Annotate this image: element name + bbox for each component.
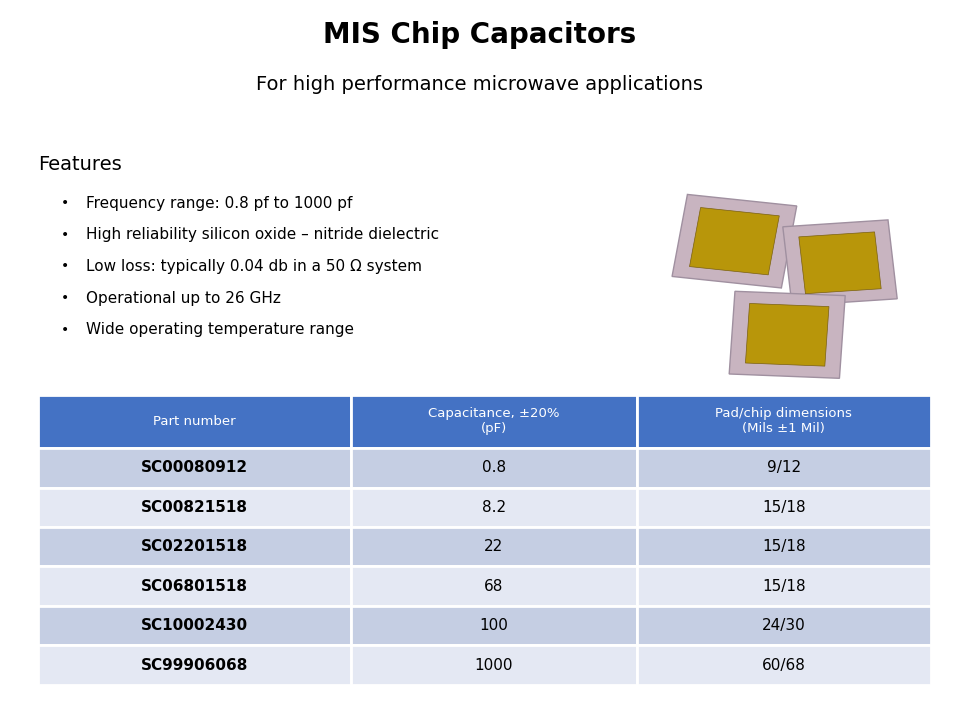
- FancyBboxPatch shape: [38, 527, 350, 567]
- FancyBboxPatch shape: [636, 606, 931, 645]
- Text: SC99906068: SC99906068: [141, 657, 249, 672]
- Text: For high performance microwave applications: For high performance microwave applicati…: [256, 76, 704, 94]
- FancyBboxPatch shape: [38, 449, 350, 487]
- FancyBboxPatch shape: [636, 567, 931, 606]
- Text: •: •: [61, 228, 69, 242]
- Text: 15/18: 15/18: [762, 579, 805, 594]
- Text: Part number: Part number: [154, 415, 236, 428]
- FancyBboxPatch shape: [636, 395, 931, 449]
- Text: SC00080912: SC00080912: [141, 461, 249, 475]
- Text: •: •: [61, 291, 69, 305]
- Text: 15/18: 15/18: [762, 539, 805, 554]
- Text: SC10002430: SC10002430: [141, 618, 249, 633]
- FancyBboxPatch shape: [38, 567, 350, 606]
- Text: Frequency range: 0.8 pf to 1000 pf: Frequency range: 0.8 pf to 1000 pf: [86, 196, 352, 210]
- FancyBboxPatch shape: [350, 449, 636, 487]
- Text: 15/18: 15/18: [762, 500, 805, 515]
- Text: High reliability silicon oxide – nitride dielectric: High reliability silicon oxide – nitride…: [86, 228, 440, 242]
- Text: •: •: [61, 323, 69, 337]
- FancyBboxPatch shape: [636, 645, 931, 685]
- Text: Operational up to 26 GHz: Operational up to 26 GHz: [86, 291, 281, 305]
- Polygon shape: [782, 220, 898, 306]
- Polygon shape: [689, 207, 780, 275]
- FancyBboxPatch shape: [38, 395, 350, 449]
- Text: 9/12: 9/12: [767, 461, 801, 475]
- Polygon shape: [745, 303, 829, 366]
- FancyBboxPatch shape: [350, 567, 636, 606]
- FancyBboxPatch shape: [350, 395, 636, 449]
- Text: 100: 100: [479, 618, 508, 633]
- Text: 68: 68: [484, 579, 503, 594]
- FancyBboxPatch shape: [350, 645, 636, 685]
- FancyBboxPatch shape: [636, 449, 931, 487]
- FancyBboxPatch shape: [636, 487, 931, 527]
- Text: SC00821518: SC00821518: [141, 500, 248, 515]
- Text: •: •: [61, 259, 69, 274]
- Text: Capacitance, ±20%
(pF): Capacitance, ±20% (pF): [428, 408, 560, 436]
- FancyBboxPatch shape: [38, 487, 350, 527]
- Polygon shape: [730, 292, 845, 378]
- Text: Wide operating temperature range: Wide operating temperature range: [86, 323, 354, 337]
- Text: MIS Chip Capacitors: MIS Chip Capacitors: [324, 22, 636, 49]
- FancyBboxPatch shape: [350, 487, 636, 527]
- Text: SC06801518: SC06801518: [141, 579, 248, 594]
- Text: SC02201518: SC02201518: [141, 539, 249, 554]
- Text: 22: 22: [484, 539, 503, 554]
- Text: Pad/chip dimensions
(Mils ±1 Mil): Pad/chip dimensions (Mils ±1 Mil): [715, 408, 852, 436]
- Text: 0.8: 0.8: [482, 461, 506, 475]
- FancyBboxPatch shape: [38, 606, 350, 645]
- FancyBboxPatch shape: [636, 527, 931, 567]
- Text: Features: Features: [38, 156, 122, 174]
- FancyBboxPatch shape: [350, 527, 636, 567]
- Text: 8.2: 8.2: [482, 500, 506, 515]
- Text: Low loss: typically 0.04 db in a 50 Ω system: Low loss: typically 0.04 db in a 50 Ω sy…: [86, 259, 422, 274]
- Text: 1000: 1000: [474, 657, 513, 672]
- FancyBboxPatch shape: [350, 606, 636, 645]
- FancyBboxPatch shape: [38, 645, 350, 685]
- Text: 24/30: 24/30: [762, 618, 805, 633]
- Polygon shape: [672, 194, 797, 288]
- Polygon shape: [799, 232, 881, 294]
- Text: •: •: [61, 196, 69, 210]
- Text: 60/68: 60/68: [762, 657, 805, 672]
